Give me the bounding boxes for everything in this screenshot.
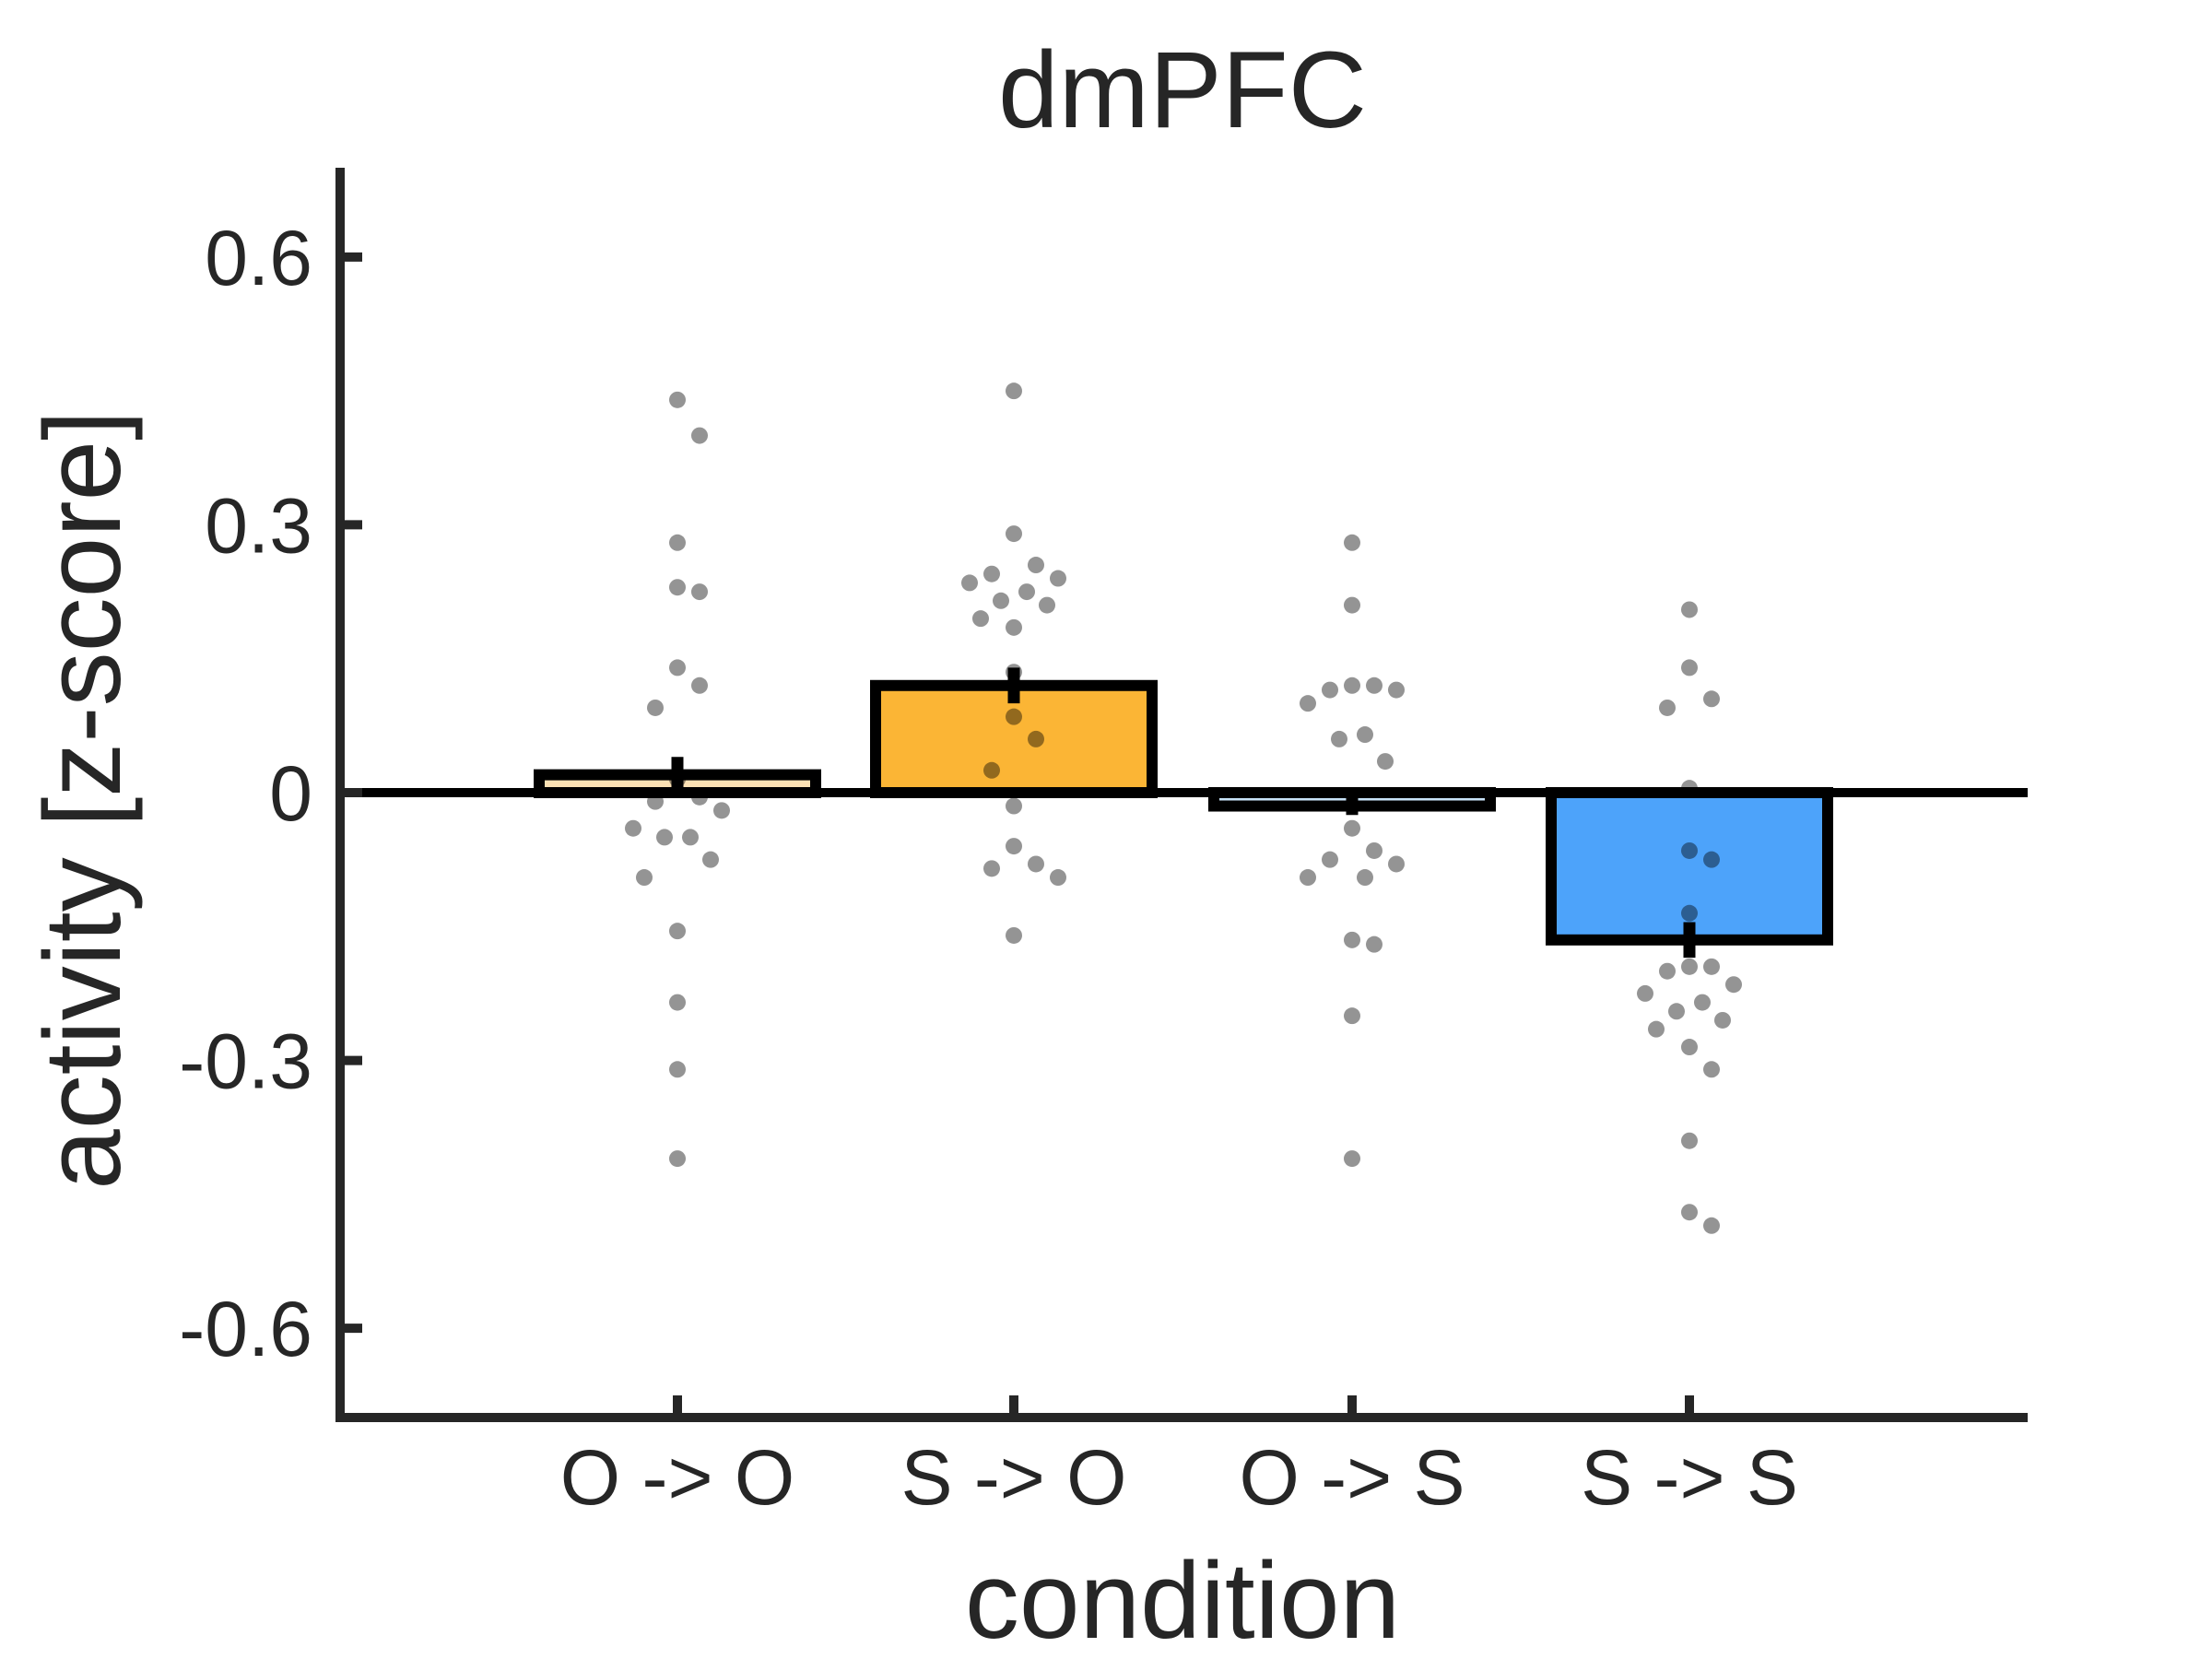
- data-point: [625, 819, 641, 837]
- y-tick-label: 0: [269, 750, 312, 837]
- data-point: [669, 1150, 686, 1168]
- data-point: [983, 860, 1000, 877]
- data-point: [1300, 869, 1316, 887]
- data-point: [1006, 525, 1022, 543]
- data-point: [669, 659, 686, 677]
- y-tick-label: 0.3: [205, 482, 312, 569]
- data-point: [669, 1061, 686, 1078]
- data-point: [1681, 958, 1698, 975]
- data-point: [647, 699, 664, 716]
- data-point: [1681, 601, 1698, 618]
- data-point: [1006, 708, 1022, 725]
- data-point: [636, 869, 653, 887]
- data-point: [1344, 1007, 1360, 1025]
- data-point: [972, 610, 989, 628]
- data-point: [1388, 681, 1405, 699]
- x-tick-label: O -> S: [1239, 1434, 1465, 1521]
- data-point: [1703, 690, 1720, 708]
- chart-title: dmPFC: [998, 29, 1367, 151]
- y-tick-label: 0.6: [205, 215, 312, 301]
- data-point: [1357, 726, 1373, 744]
- data-point: [669, 391, 686, 408]
- data-point: [1659, 962, 1676, 980]
- data-point: [1659, 699, 1676, 716]
- data-point: [1344, 677, 1360, 694]
- data-point: [1006, 838, 1022, 855]
- data-point: [691, 427, 708, 444]
- data-point: [1714, 1011, 1731, 1029]
- data-point: [1006, 618, 1022, 636]
- data-point: [1681, 659, 1698, 677]
- data-point: [656, 829, 673, 846]
- data-point: [1377, 753, 1394, 771]
- data-point: [713, 802, 730, 819]
- data-point: [1300, 695, 1316, 712]
- data-point: [1322, 851, 1338, 868]
- data-point: [1366, 677, 1382, 694]
- data-point: [993, 592, 1009, 609]
- data-point: [1331, 730, 1347, 747]
- data-point: [1050, 570, 1066, 587]
- x-axis-label: condition: [965, 1540, 1400, 1659]
- data-point: [1050, 869, 1066, 887]
- data-point: [1028, 855, 1044, 873]
- data-point: [1388, 855, 1405, 873]
- data-point: [691, 583, 708, 601]
- bar: [1546, 787, 1833, 946]
- data-point: [1357, 869, 1373, 887]
- y-axis-label: activity [z-score]: [22, 410, 144, 1190]
- data-point: [669, 923, 686, 940]
- data-point: [669, 534, 686, 551]
- data-point: [1018, 583, 1035, 601]
- data-point: [682, 829, 699, 846]
- data-point: [1703, 851, 1720, 868]
- data-point: [1366, 935, 1382, 953]
- data-point: [1028, 557, 1044, 574]
- data-point: [1648, 1020, 1665, 1038]
- data-point: [1006, 382, 1022, 400]
- data-point: [669, 579, 686, 596]
- data-point: [647, 793, 664, 810]
- data-point: [1703, 958, 1720, 975]
- data-point: [691, 677, 708, 694]
- data-point: [669, 994, 686, 1011]
- plot-area: 0.6 0.3 0 -0.3 -0.6 O -> O S -> O O -> S S -> S: [179, 168, 2028, 1521]
- data-point: [1681, 904, 1698, 922]
- data-point: [983, 565, 1000, 582]
- y-tick-label: -0.3: [179, 1018, 312, 1105]
- data-point: [1006, 926, 1022, 944]
- data-point: [1703, 1061, 1720, 1078]
- data-point: [1006, 797, 1022, 815]
- data-point: [1344, 1150, 1360, 1168]
- x-tick-label: S -> O: [900, 1434, 1126, 1521]
- data-point: [1344, 596, 1360, 614]
- data-point: [961, 574, 978, 592]
- x-tick-label: S -> S: [1581, 1434, 1798, 1521]
- data-point: [1681, 1204, 1698, 1221]
- data-point: [1637, 984, 1653, 1002]
- data-point: [1668, 1003, 1685, 1020]
- data-point: [1725, 976, 1742, 994]
- data-point: [1694, 994, 1711, 1011]
- data-point: [1344, 534, 1360, 551]
- data-point: [1703, 1217, 1720, 1234]
- data-point: [1028, 730, 1044, 747]
- data-point: [983, 761, 1000, 779]
- data-point: [1322, 681, 1338, 699]
- data-point: [1681, 1132, 1698, 1149]
- data-point: [1039, 596, 1055, 614]
- data-point: [1681, 1039, 1698, 1056]
- x-tick-label: O -> O: [560, 1434, 794, 1521]
- data-point: [702, 851, 719, 868]
- data-point: [1366, 841, 1382, 859]
- data-point: [1344, 819, 1360, 837]
- data-point: [1344, 931, 1360, 948]
- data-point: [1681, 841, 1698, 859]
- y-tick-label: -0.6: [179, 1286, 312, 1372]
